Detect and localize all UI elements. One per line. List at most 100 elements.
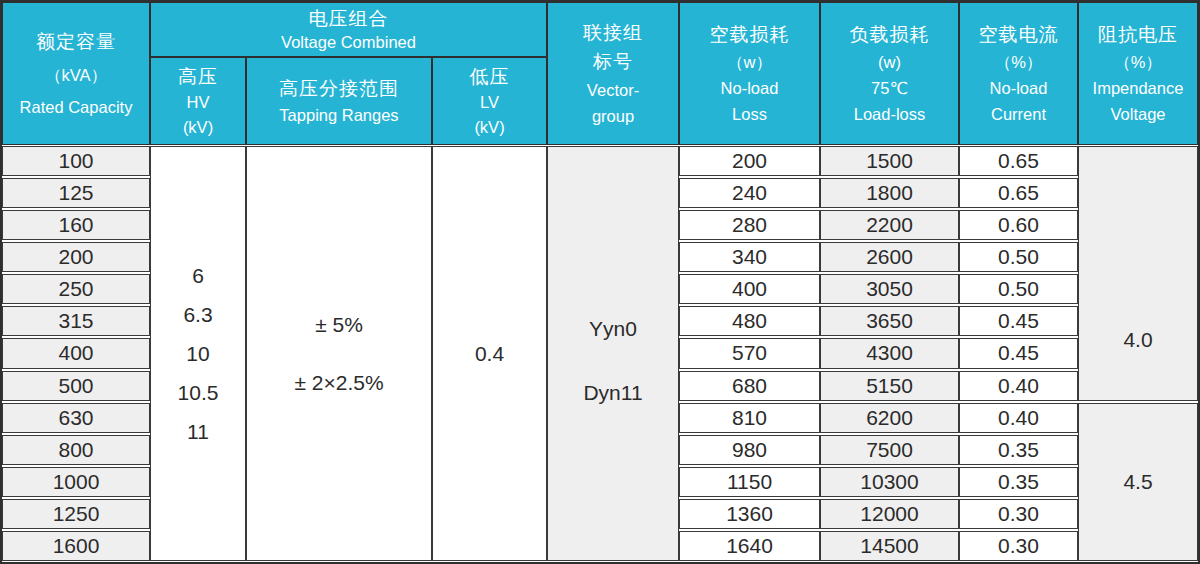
header-no-load-loss-unit: （w） bbox=[727, 52, 772, 72]
load-loss-cell: 6200 bbox=[820, 403, 959, 433]
header-rated-capacity-en: Rated Capacity bbox=[20, 97, 133, 117]
load-loss-cell: 3650 bbox=[820, 306, 959, 336]
lv-value: 0.4 bbox=[475, 342, 504, 366]
no-load-current-cell: 0.40 bbox=[959, 371, 1078, 401]
load-loss-cell: 5150 bbox=[820, 371, 959, 401]
header-no-load-current: 空载电流 （%） No-load Current bbox=[959, 2, 1078, 145]
header-no-load-loss-zh: 空载损耗 bbox=[710, 23, 790, 46]
no-load-loss-cell: 240 bbox=[679, 178, 820, 208]
load-loss-cell: 2200 bbox=[820, 210, 959, 240]
hv-value: 11 bbox=[187, 420, 209, 444]
no-load-loss-cell: 200 bbox=[679, 146, 820, 176]
header-hv-zh: 高压 bbox=[178, 65, 218, 88]
header-no-load-current-en2: Current bbox=[991, 104, 1046, 124]
capacity-cell: 100 bbox=[2, 146, 150, 176]
header-voltage-combined: 电压组合 Voltage Combined bbox=[150, 2, 547, 57]
no-load-loss-cell: 400 bbox=[679, 274, 820, 304]
hv-value: 6.3 bbox=[183, 303, 212, 327]
no-load-loss-cell: 480 bbox=[679, 306, 820, 336]
header-lv: 低压 LV (kV) bbox=[432, 57, 547, 145]
load-loss-cell: 14500 bbox=[820, 531, 959, 561]
header-load-loss-unit: (w) bbox=[878, 52, 901, 72]
capacity-cell: 125 bbox=[2, 178, 150, 208]
hv-values-cell: 6 6.3 10 10.5 11 bbox=[150, 146, 246, 561]
header-rated-capacity: 额定容量 （kVA） Rated Capacity bbox=[2, 2, 150, 145]
load-loss-cell: 2600 bbox=[820, 242, 959, 272]
capacity-cell: 630 bbox=[2, 403, 150, 433]
header-lv-zh: 低压 bbox=[470, 65, 510, 88]
header-load-loss: 负载损耗 (w) 75℃ Load-loss bbox=[820, 2, 959, 145]
header-load-loss-en: Load-loss bbox=[854, 104, 926, 124]
header-no-load-current-zh: 空载电流 bbox=[979, 23, 1059, 46]
no-load-current-cell: 0.30 bbox=[959, 499, 1078, 529]
header-impedance-voltage-en2: Voltage bbox=[1110, 104, 1165, 124]
header-tapping-ranges-zh: 高压分接范围 bbox=[279, 77, 399, 100]
header-impedance-voltage-unit: （%） bbox=[1114, 52, 1162, 72]
impedance-value: 4.0 bbox=[1123, 328, 1152, 352]
header-rated-capacity-zh: 额定容量 bbox=[36, 30, 116, 53]
no-load-current-cell: 0.30 bbox=[959, 531, 1078, 561]
hv-value: 10 bbox=[186, 342, 209, 366]
no-load-loss-cell: 1640 bbox=[679, 531, 820, 561]
lv-value-cell: 0.4 bbox=[432, 146, 547, 561]
header-vector-group-en1: Vector- bbox=[587, 80, 639, 100]
header-impedance-voltage: 阻抗电压 （%） Impendance Voltage bbox=[1078, 2, 1198, 145]
load-loss-cell: 3050 bbox=[820, 274, 959, 304]
capacity-cell: 250 bbox=[2, 274, 150, 304]
no-load-current-cell: 0.50 bbox=[959, 242, 1078, 272]
capacity-cell: 200 bbox=[2, 242, 150, 272]
capacity-cell: 1000 bbox=[2, 467, 150, 497]
no-load-current-cell: 0.60 bbox=[959, 210, 1078, 240]
load-loss-cell: 1500 bbox=[820, 146, 959, 176]
header-hv: 高压 HV (kV) bbox=[150, 57, 246, 145]
hv-value: 6 bbox=[192, 264, 204, 288]
header-tapping-ranges: 高压分接范围 Tapping Ranges bbox=[246, 57, 432, 145]
header-tapping-ranges-en: Tapping Ranges bbox=[279, 105, 398, 125]
header-voltage-combined-en: Voltage Combined bbox=[281, 32, 416, 52]
no-load-current-cell: 0.40 bbox=[959, 403, 1078, 433]
no-load-current-cell: 0.35 bbox=[959, 467, 1078, 497]
no-load-loss-cell: 570 bbox=[679, 338, 820, 368]
header-no-load-current-unit: （%） bbox=[995, 52, 1043, 72]
no-load-loss-cell: 280 bbox=[679, 210, 820, 240]
capacity-cell: 160 bbox=[2, 210, 150, 240]
capacity-cell: 1250 bbox=[2, 499, 150, 529]
header-vector-group: 联接组 标号 Vector- group bbox=[547, 2, 679, 145]
header-voltage-combined-zh: 电压组合 bbox=[309, 7, 389, 30]
header-vector-group-en2: group bbox=[592, 106, 634, 126]
header-hv-en: HV bbox=[187, 92, 210, 112]
tapping-value: ± 5% bbox=[315, 313, 363, 337]
capacity-cell: 1600 bbox=[2, 531, 150, 561]
no-load-current-cell: 0.65 bbox=[959, 178, 1078, 208]
header-load-loss-temp: 75℃ bbox=[871, 78, 908, 98]
no-load-loss-cell: 1360 bbox=[679, 499, 820, 529]
header-vector-group-zh1: 联接组 bbox=[583, 21, 643, 44]
capacity-cell: 400 bbox=[2, 338, 150, 368]
impedance-4-5-cell: 4.5 bbox=[1078, 403, 1198, 561]
header-vector-group-zh2: 标号 bbox=[593, 50, 633, 73]
spec-table: 额定容量 （kVA） Rated Capacity 电压组合 Voltage C… bbox=[0, 0, 1200, 564]
no-load-current-cell: 0.45 bbox=[959, 338, 1078, 368]
no-load-current-cell: 0.50 bbox=[959, 274, 1078, 304]
tapping-ranges-cell: ± 5% ± 2×2.5% bbox=[246, 146, 432, 561]
load-loss-cell: 12000 bbox=[820, 499, 959, 529]
no-load-current-cell: 0.45 bbox=[959, 306, 1078, 336]
tapping-value: ± 2×2.5% bbox=[294, 371, 383, 395]
header-rated-capacity-unit: （kVA） bbox=[45, 65, 107, 85]
load-loss-cell: 1800 bbox=[820, 178, 959, 208]
capacity-cell: 500 bbox=[2, 371, 150, 401]
header-no-load-loss: 空载损耗 （w） No-load Loss bbox=[679, 2, 820, 145]
header-lv-en: LV bbox=[480, 92, 499, 112]
header-lv-unit: (kV) bbox=[474, 117, 504, 137]
no-load-loss-cell: 810 bbox=[679, 403, 820, 433]
impedance-value: 4.5 bbox=[1123, 470, 1152, 494]
no-load-loss-cell: 980 bbox=[679, 435, 820, 465]
vector-group-value: Dyn11 bbox=[583, 381, 642, 405]
load-loss-cell: 10300 bbox=[820, 467, 959, 497]
no-load-loss-cell: 340 bbox=[679, 242, 820, 272]
capacity-cell: 800 bbox=[2, 435, 150, 465]
capacity-cell: 315 bbox=[2, 306, 150, 336]
load-loss-cell: 4300 bbox=[820, 338, 959, 368]
no-load-loss-cell: 680 bbox=[679, 371, 820, 401]
load-loss-cell: 7500 bbox=[820, 435, 959, 465]
